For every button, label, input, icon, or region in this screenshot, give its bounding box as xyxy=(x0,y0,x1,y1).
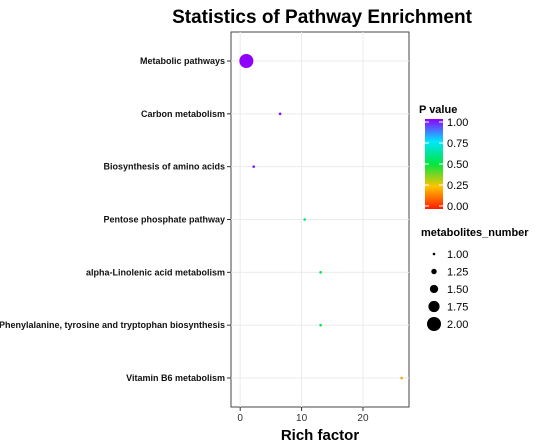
size-legend-dot xyxy=(431,268,437,275)
colorbar-tick-label: 1.00 xyxy=(447,117,468,129)
size-legend-label: 1.75 xyxy=(447,302,468,314)
x-tick-label: 20 xyxy=(357,413,369,424)
y-tick-label: Phenylalanine, tyrosine and tryptophan b… xyxy=(0,320,225,330)
colorbar-tick-label: 0.25 xyxy=(447,180,468,192)
size-legend-label: 1.00 xyxy=(447,249,468,261)
data-point xyxy=(278,112,282,116)
grid-lines xyxy=(231,32,409,407)
colorbar-tick-label: 0.00 xyxy=(447,201,468,213)
p-value-colorbar xyxy=(425,119,443,209)
y-axis-ticks: Metabolic pathways Carbon metabolism Biosy… xyxy=(0,56,231,383)
data-point xyxy=(239,54,254,68)
metabolites-number-legend: metabolites_number 1.00 1.25 1.50 1.75 2.00 xyxy=(421,227,529,331)
p-value-legend: P value 0.00 0.25 0.50 0.75 1.00 xyxy=(419,104,468,213)
size-legend-label: 1.50 xyxy=(447,284,468,296)
size-legend-dot xyxy=(432,252,436,256)
x-axis-ticks: 0 10 20 xyxy=(237,407,369,424)
colorbar-tick-label: 0.75 xyxy=(447,138,468,150)
p-value-legend-title: P value xyxy=(419,104,457,116)
data-point xyxy=(319,271,322,274)
size-legend-dot xyxy=(428,300,440,313)
x-axis-label: Rich factor xyxy=(281,427,360,444)
y-tick-label: alpha-Linolenic acid metabolism xyxy=(86,267,225,277)
data-point xyxy=(252,165,256,168)
x-tick-label: 10 xyxy=(296,413,308,424)
size-legend-title: metabolites_number xyxy=(421,227,529,239)
y-tick-label: Vitamin B6 metabolism xyxy=(126,373,225,383)
data-points xyxy=(239,54,403,380)
data-point xyxy=(319,323,322,327)
p-value-legend-ticks: 0.00 0.25 0.50 0.75 1.00 xyxy=(425,117,468,213)
x-tick-label: 0 xyxy=(237,413,243,424)
y-tick-label: Carbon metabolism xyxy=(141,109,225,119)
y-tick-label: Pentose phosphate pathway xyxy=(103,215,225,225)
size-legend-label: 1.25 xyxy=(447,267,468,279)
size-legend-items: 1.00 1.25 1.50 1.75 2.00 xyxy=(427,249,468,331)
data-point xyxy=(400,376,403,380)
size-legend-dot xyxy=(429,284,439,294)
colorbar-tick-label: 0.50 xyxy=(447,159,468,171)
y-tick-label: Metabolic pathways xyxy=(140,56,225,66)
size-legend-dot xyxy=(427,317,441,331)
size-legend-label: 2.00 xyxy=(447,319,468,331)
data-point xyxy=(303,218,306,221)
chart-title: Statistics of Pathway Enrichment xyxy=(172,7,473,28)
y-tick-label: Biosynthesis of amino acids xyxy=(103,162,225,172)
